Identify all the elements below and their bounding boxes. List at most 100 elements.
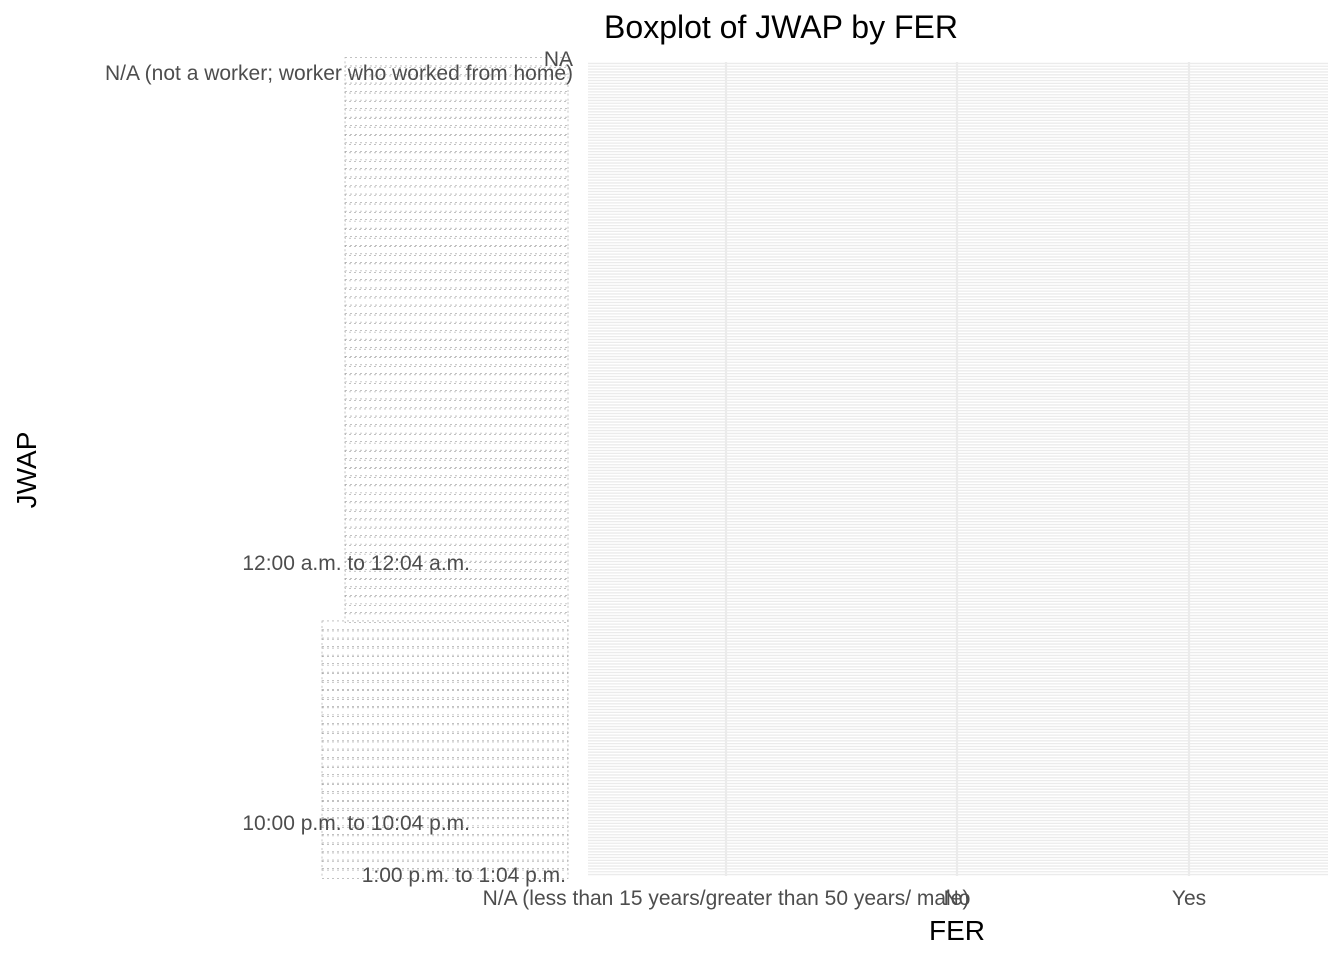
y-tick-overplot-mark (344, 65, 569, 77)
y-tick-overplot-mark (344, 475, 569, 487)
y-tick-label: 1:00 p.m. to 1:04 p.m. (362, 864, 566, 887)
y-tick-overplot-mark (344, 57, 569, 68)
y-tick-overplot-mark (344, 424, 569, 435)
y-tick-overplot-mark (321, 723, 569, 734)
y-tick-overplot-mark (344, 330, 569, 341)
y-tick-overplot-mark (321, 629, 569, 640)
y-axis-tick-labels: NAN/A (not a worker; worker who worked f… (105, 48, 573, 887)
y-tick-overplot-mark (344, 279, 569, 290)
y-tick-overplot-mark (344, 74, 569, 85)
y-tick-overplot-mark (321, 748, 569, 760)
y-tick-label-overplot (321, 57, 569, 879)
y-tick-overplot-mark (321, 697, 569, 709)
y-tick-overplot-mark (344, 287, 569, 299)
y-tick-overplot-mark (344, 185, 569, 196)
x-tick-label: No (944, 887, 971, 910)
y-tick-overplot-mark (344, 262, 569, 273)
y-tick-overplot-mark (321, 791, 569, 803)
x-axis-tick-labels: N/A (less than 15 years/greater than 50 … (483, 887, 1207, 910)
y-tick-overplot-mark (321, 825, 569, 837)
y-tick-overplot-mark (344, 398, 569, 410)
y-tick-label: N/A (not a worker; worker who worked fro… (105, 62, 573, 85)
y-tick-overplot-mark (344, 176, 569, 188)
y-tick-overplot-mark (321, 808, 569, 820)
y-tick-overplot-mark (344, 373, 569, 384)
y-tick-overplot-mark (344, 560, 569, 572)
x-tick-label: Yes (1172, 887, 1206, 910)
y-tick-overplot-mark (321, 765, 569, 777)
y-tick-overplot-mark (344, 210, 569, 222)
y-tick-overplot-mark (344, 612, 569, 623)
y-tick-overplot-mark (344, 466, 569, 478)
y-tick-overplot-mark (321, 688, 569, 700)
y-tick-overplot-mark (344, 586, 569, 598)
y-tick-overplot-mark (344, 108, 569, 119)
y-tick-overplot-mark (344, 526, 569, 538)
y-tick-overplot-mark (344, 390, 569, 401)
y-tick-overplot-mark (321, 740, 569, 751)
x-axis-title: FER (929, 915, 985, 946)
y-tick-label: NA (544, 48, 573, 71)
y-tick-overplot-mark (344, 577, 569, 589)
y-tick-overplot-mark (321, 834, 569, 845)
y-tick-overplot-mark (321, 774, 569, 785)
y-tick-overplot-mark (321, 620, 569, 632)
y-tick-overplot-mark (344, 441, 569, 452)
y-tick-overplot-mark (344, 347, 569, 359)
y-tick-overplot-mark (344, 458, 569, 470)
y-tick-overplot-mark (321, 731, 569, 743)
y-tick-overplot-mark (344, 338, 569, 350)
y-tick-overplot-mark (344, 304, 569, 316)
y-tick-overplot-mark (321, 782, 569, 794)
y-tick-overplot-mark (344, 364, 569, 376)
y-tick-overplot-mark (321, 654, 569, 666)
y-tick-overplot-mark (344, 552, 569, 563)
y-tick-overplot-mark (344, 133, 569, 145)
y-tick-overplot-mark (321, 646, 569, 657)
y-tick-overplot-mark (344, 355, 569, 367)
y-tick-overplot-mark (344, 501, 569, 512)
y-tick-overplot-mark (344, 142, 569, 154)
y-tick-overplot-mark (344, 313, 569, 324)
plot-panel (588, 62, 1328, 876)
y-tick-overplot-mark (344, 91, 569, 102)
y-tick-overplot-mark (344, 407, 569, 418)
y-tick-overplot-mark (344, 381, 569, 393)
y-tick-overplot-mark (344, 236, 569, 248)
y-tick-overplot-mark (344, 125, 569, 137)
y-tick-overplot-mark (344, 116, 569, 128)
y-tick-overplot-mark (344, 270, 569, 282)
y-tick-label: 12:00 a.m. to 12:04 a.m. (242, 552, 470, 575)
y-tick-overplot-mark (344, 535, 569, 546)
y-tick-overplot-mark (344, 492, 569, 504)
y-tick-overplot-mark (321, 868, 569, 879)
y-tick-overplot-mark (344, 543, 569, 555)
y-tick-overplot-mark (321, 842, 569, 854)
y-tick-overplot-mark (321, 817, 569, 828)
y-tick-overplot-mark (321, 680, 569, 692)
y-tick-overplot-mark (344, 449, 569, 461)
y-tick-overplot-mark (321, 859, 569, 871)
y-tick-overplot-mark (344, 253, 569, 265)
y-tick-overplot-mark (344, 415, 569, 427)
y-tick-overplot-mark (344, 509, 569, 521)
chart-title: Boxplot of JWAP by FER (604, 9, 958, 45)
y-tick-overplot-mark (344, 227, 569, 239)
y-tick-overplot-mark (344, 244, 569, 256)
y-tick-overplot-mark (344, 569, 569, 581)
y-tick-label: 10:00 p.m. to 10:04 p.m. (242, 812, 470, 835)
y-tick-overplot-mark (344, 99, 569, 111)
y-tick-overplot-mark (344, 202, 569, 213)
y-tick-overplot-mark (344, 595, 569, 606)
y-tick-overplot-mark (344, 432, 569, 444)
y-tick-overplot-mark (321, 757, 569, 768)
y-tick-overplot-mark (344, 159, 569, 171)
y-tick-overplot-mark (344, 484, 569, 495)
y-axis-title: JWAP (11, 432, 42, 509)
vertical-gridlines (724, 62, 1191, 876)
y-tick-overplot-mark (321, 714, 569, 726)
y-tick-overplot-mark (344, 151, 569, 162)
y-tick-overplot-mark (344, 219, 569, 230)
y-tick-overplot-mark (344, 518, 569, 529)
